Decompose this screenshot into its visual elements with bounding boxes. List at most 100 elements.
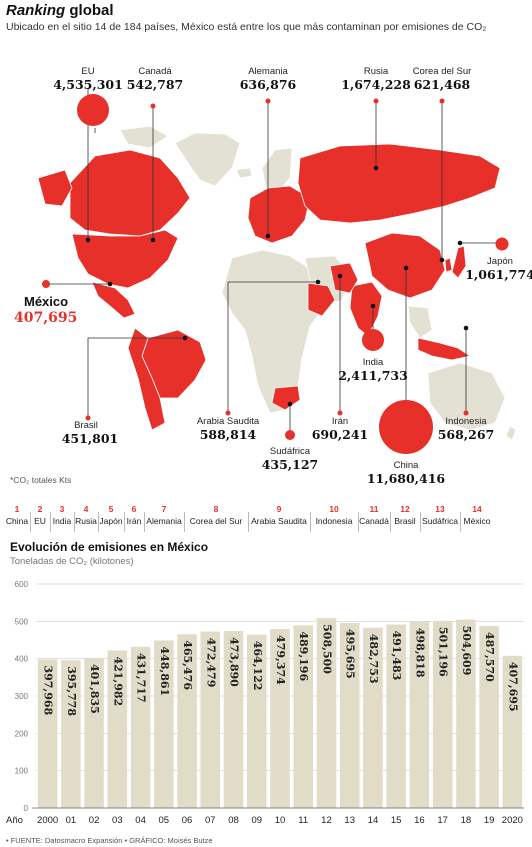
page-subtitle: Ubicado en el sitio 14 de 184 países, Mé… (6, 21, 487, 33)
rank-separator (50, 512, 51, 532)
bar-value-label: 495,695 (344, 629, 357, 679)
dot-corea-top (439, 98, 445, 104)
label-japon-value: 1,061,774 (465, 267, 532, 282)
bar (200, 631, 221, 808)
label-brasil-value: 451,801 (62, 431, 119, 446)
rank-number: 8 (213, 504, 219, 514)
korea-shape (444, 257, 453, 273)
x-tick-label: 2000 (37, 815, 58, 826)
label-indonesia-name: Indonesia (445, 416, 487, 427)
label-eu-name: EU (81, 66, 94, 77)
label-rusia-value: 1,674,228 (341, 77, 411, 92)
label-arabia-name: Arabia Saudita (197, 416, 260, 427)
south-america-rest-shape (127, 327, 166, 431)
rank-number: 9 (276, 504, 282, 514)
source-credit: • FUENTE: Datosmacro Expansión • GRÁFICO… (6, 836, 213, 845)
rank-separator (124, 512, 125, 532)
rank-item: 14 México (460, 504, 494, 534)
dots (85, 165, 469, 407)
bubbles (42, 94, 509, 454)
indonesia-shape (417, 337, 472, 361)
bar-value-label: 407,695 (506, 662, 519, 712)
leader-arabia (227, 281, 318, 413)
y-tick-label: 200 (15, 729, 29, 738)
title-rest: global (69, 2, 114, 19)
ranking-strip: 1 China 2 EU 3 India 4 Rusia 5 Japón 6 Irán 7 Alemani… (0, 504, 532, 534)
x-tick-label: 06 (182, 815, 193, 826)
bar-value-label: 491,483 (390, 631, 403, 681)
x-tick-label: 17 (437, 815, 448, 826)
dot-sudafrica (287, 401, 293, 407)
bar (154, 640, 174, 808)
rank-country: EU (34, 516, 46, 526)
y-tick-label: 300 (15, 692, 29, 701)
dot-canada (150, 237, 156, 243)
rank-number: 11 (369, 504, 379, 514)
emissions-bar-chart: 0 100 200 300 400 500 600 397,968 2000 395,778 01 4… (6, 580, 524, 826)
x-tick-label: 03 (112, 815, 123, 826)
label-sudafrica-value: 435,127 (262, 457, 319, 472)
south-africa-shape (271, 385, 301, 411)
dot-iran-bot (337, 410, 343, 416)
dot-arabia (315, 279, 321, 285)
bar (130, 646, 151, 808)
rank-number: 3 (59, 504, 65, 514)
bar-value-label: 504,609 (460, 626, 473, 676)
scandinavia-shape (261, 147, 293, 195)
bar (177, 634, 197, 808)
dot-iran (337, 273, 343, 279)
rank-item: 3 India (50, 504, 74, 534)
label-china-name: China (394, 460, 420, 471)
bar-value-label: 397,968 (42, 665, 55, 715)
rank-number: 10 (329, 504, 339, 514)
y-tick-label: 500 (15, 617, 29, 626)
label-alemania-value: 636,876 (240, 77, 297, 92)
bar-value-label: 479,374 (274, 635, 287, 685)
rank-number: 2 (37, 504, 43, 514)
rank-country: Sudáfrica (422, 516, 458, 526)
canada-shape (69, 149, 191, 237)
dot-corea (439, 257, 445, 263)
rank-number: 1 (14, 504, 20, 514)
bubble-mexico (42, 280, 50, 288)
rank-number: 12 (400, 504, 410, 514)
russia-shape (297, 143, 501, 224)
rank-number: 5 (108, 504, 114, 514)
rank-item: 12 Brasil (390, 504, 420, 534)
china-shape (364, 232, 446, 299)
bar-value-label: 501,196 (437, 627, 450, 677)
y-tick-label: 600 (15, 580, 29, 589)
rank-item: 7 Alemania (144, 504, 184, 534)
rank-item: 13 Sudáfrica (420, 504, 460, 534)
label-corea-value: 621,468 (414, 77, 471, 92)
rank-country: Corea del Sur (189, 516, 243, 526)
y-tick-label: 400 (15, 655, 29, 664)
bubble-india (362, 329, 384, 351)
bar (293, 625, 313, 808)
leader-brasil (87, 337, 185, 418)
country-labels: EU 4,535,301 Canadá 542,787 Alemania 636… (14, 66, 532, 486)
bar (107, 650, 128, 808)
rank-separator (358, 512, 359, 532)
leader-lines (46, 88, 500, 434)
label-iran-name: Irán (332, 416, 348, 427)
rank-item: 5 Japón (98, 504, 124, 534)
bar-value-label: 395,778 (65, 666, 78, 716)
bar (316, 618, 337, 808)
chart-title: Evolución de emisiones en México (10, 540, 209, 554)
dot-india (370, 303, 376, 309)
rank-country: India (52, 516, 72, 526)
usa-shape (71, 229, 179, 289)
bar-value-label: 401,835 (88, 664, 101, 714)
x-tick-label: 11 (298, 815, 308, 826)
label-mexico-value: 407,695 (14, 310, 77, 326)
bar (223, 631, 244, 808)
rank-country: México (463, 516, 491, 526)
x-tick-label: 14 (368, 815, 379, 826)
rank-country: Indonesia (315, 516, 353, 526)
greenland-shape (174, 132, 241, 187)
x-tick-label: 01 (66, 815, 77, 826)
saudi-shape (307, 282, 336, 317)
bar-value-label: 421,982 (111, 656, 124, 706)
rank-separator (184, 512, 185, 532)
